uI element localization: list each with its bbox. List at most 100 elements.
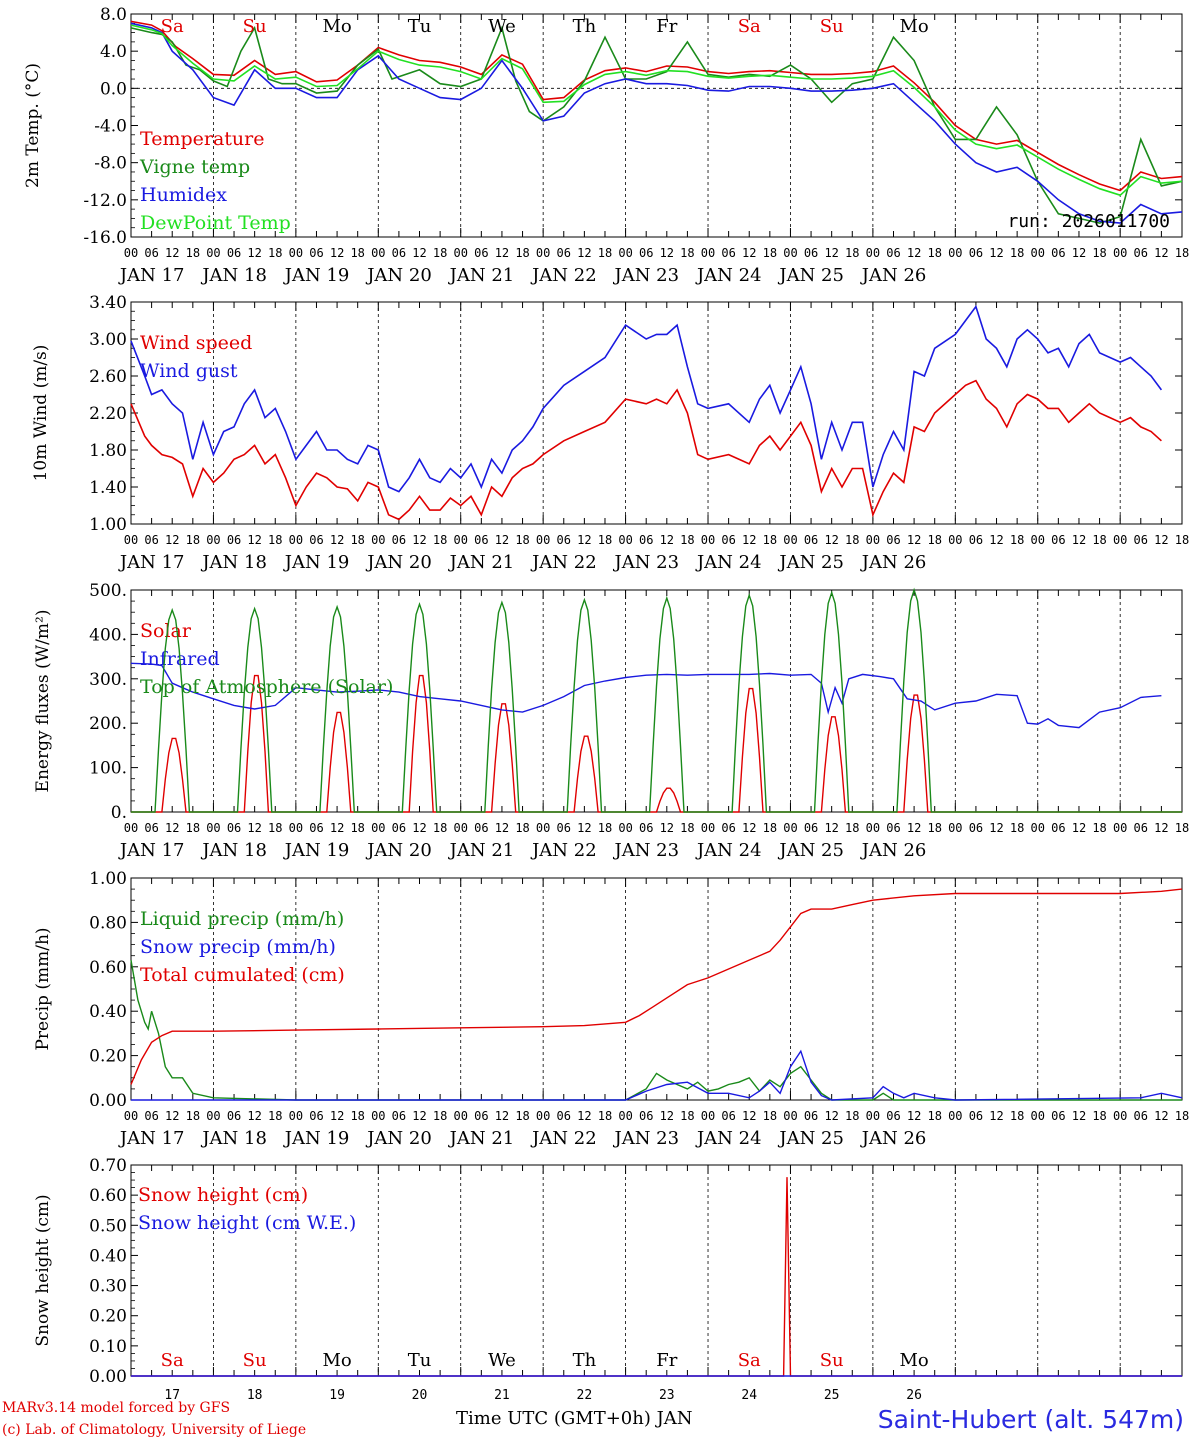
x-hour-label: 00 <box>1031 533 1045 547</box>
x-hour-label: 00 <box>948 533 962 547</box>
x-hour-label: 06 <box>474 246 488 260</box>
x-hour-label: 06 <box>1134 821 1148 835</box>
day-name-label: Sa <box>161 16 184 37</box>
x-hour-label: 18 <box>1010 533 1024 547</box>
x-hour-label: 00 <box>948 821 962 835</box>
x-hour-label: 18 <box>927 246 941 260</box>
day-name-label: Tu <box>408 1350 432 1371</box>
x-hour-label: 00 <box>453 1109 467 1123</box>
panel-3: 0. 100. 200. 300. 400. 500. Energy fluxes (W/m… <box>33 581 1189 861</box>
panel-2: 1.00 1.40 1.80 2.20 2.60 3.00 3.40 10m Wind (m/… <box>31 293 1189 573</box>
x-hour-label: 00 <box>289 1109 303 1123</box>
x-hour-label: 12 <box>577 246 591 260</box>
x-hour-label: 06 <box>309 1109 323 1123</box>
series-line-top-of-atmosphere-solar- <box>131 587 1182 813</box>
x-date-label: JAN 23 <box>613 265 680 286</box>
x-hour-label: 00 <box>124 821 138 835</box>
x-hour-label: 06 <box>1051 821 1065 835</box>
x-hour-label: 12 <box>330 533 344 547</box>
x-hour-label: 18 <box>268 1109 282 1123</box>
x-hour-label: 18 <box>186 1109 200 1123</box>
x-hour-label: 18 <box>186 821 200 835</box>
y-tick-label: 1.80 <box>89 441 127 461</box>
x-hour-label: 18 <box>680 246 694 260</box>
x-hour-label: 12 <box>824 246 838 260</box>
x-date-label: JAN 23 <box>613 1128 680 1149</box>
x-hour-label: 12 <box>824 821 838 835</box>
x-hour-label: 00 <box>206 821 220 835</box>
x-hour-label: 12 <box>1072 533 1086 547</box>
x-hour-label: 06 <box>1051 1109 1065 1123</box>
x-hour-label: 18 <box>680 533 694 547</box>
y-tick-label: 3.40 <box>89 293 127 313</box>
x-hour-label: 18 <box>845 821 859 835</box>
x-axis-title: Time UTC (GMT+0h) JAN <box>456 1408 693 1429</box>
x-date-label: JAN 19 <box>283 265 350 286</box>
plot-frame <box>130 301 1183 525</box>
x-hour-label: 00 <box>124 533 138 547</box>
day-name-label: We <box>488 16 516 37</box>
legend-entry: DewPoint Temp <box>140 212 291 234</box>
x-date-label: JAN 25 <box>777 552 844 573</box>
day-number-label: 26 <box>906 1388 922 1403</box>
y-tick-label: 0.00 <box>89 1367 127 1387</box>
x-hour-label: 06 <box>969 1109 983 1123</box>
x-hour-label: 18 <box>515 246 529 260</box>
legend-entry: Wind gust <box>140 360 238 382</box>
x-hour-label: 18 <box>350 1109 364 1123</box>
y-tick-label: 2.60 <box>89 367 127 387</box>
y-tick-label: -16.0 <box>83 228 127 248</box>
day-name-label: Mo <box>322 16 351 37</box>
x-date-label: JAN 21 <box>448 840 515 861</box>
x-hour-label: 18 <box>1092 533 1106 547</box>
x-hour-label: 18 <box>763 533 777 547</box>
day-name-label: Tu <box>408 16 432 37</box>
x-hour-label: 12 <box>824 1109 838 1123</box>
x-hour-label: 18 <box>433 821 447 835</box>
x-date-label: JAN 17 <box>118 552 185 573</box>
x-hour-label: 12 <box>330 1109 344 1123</box>
day-number-label: 19 <box>329 1388 345 1403</box>
x-hour-label: 00 <box>1113 1109 1127 1123</box>
x-date-label: JAN 20 <box>365 552 432 573</box>
day-number-label: 22 <box>577 1388 593 1403</box>
day-name-label: Su <box>820 1350 844 1371</box>
y-tick-label: 8.0 <box>100 5 127 25</box>
day-name-label: Fr <box>656 1350 677 1371</box>
x-date-label: JAN 18 <box>200 840 267 861</box>
x-hour-label: 12 <box>412 246 426 260</box>
legend-entry: Total cumulated (cm) <box>140 964 345 986</box>
x-hour-label: 18 <box>598 246 612 260</box>
x-hour-label: 06 <box>969 533 983 547</box>
x-hour-label: 00 <box>453 821 467 835</box>
y-tick-label: 0.30 <box>89 1277 127 1297</box>
y-tick-label: -4.0 <box>94 117 127 137</box>
x-hour-label: 18 <box>927 533 941 547</box>
x-hour-label: 06 <box>227 1109 241 1123</box>
x-hour-label: 12 <box>1072 821 1086 835</box>
x-hour-label: 18 <box>515 1109 529 1123</box>
x-hour-label: 12 <box>660 1109 674 1123</box>
x-hour-label: 00 <box>866 821 880 835</box>
x-hour-label: 18 <box>350 533 364 547</box>
x-hour-label: 00 <box>783 1109 797 1123</box>
y-axis-title: Precip (mm/h) <box>33 927 53 1050</box>
series-line-vigne-temp <box>130 25 1183 224</box>
x-date-label: JAN 25 <box>777 840 844 861</box>
x-hour-label: 00 <box>453 533 467 547</box>
plot-frame <box>130 589 1183 813</box>
x-hour-label: 12 <box>247 533 261 547</box>
x-date-label: JAN 17 <box>118 1128 185 1149</box>
x-hour-label: 12 <box>577 533 591 547</box>
day-number-label: 20 <box>412 1388 428 1403</box>
x-hour-label: 18 <box>515 821 529 835</box>
x-hour-label: 06 <box>557 533 571 547</box>
x-hour-label: 12 <box>165 821 179 835</box>
y-tick-label: 300. <box>89 670 127 690</box>
x-hour-label: 06 <box>557 246 571 260</box>
x-hour-label: 06 <box>886 821 900 835</box>
x-hour-label: 12 <box>165 1109 179 1123</box>
day-name-label: Mo <box>899 16 928 37</box>
x-date-label: JAN 26 <box>860 840 927 861</box>
day-name-label: Th <box>573 16 597 37</box>
